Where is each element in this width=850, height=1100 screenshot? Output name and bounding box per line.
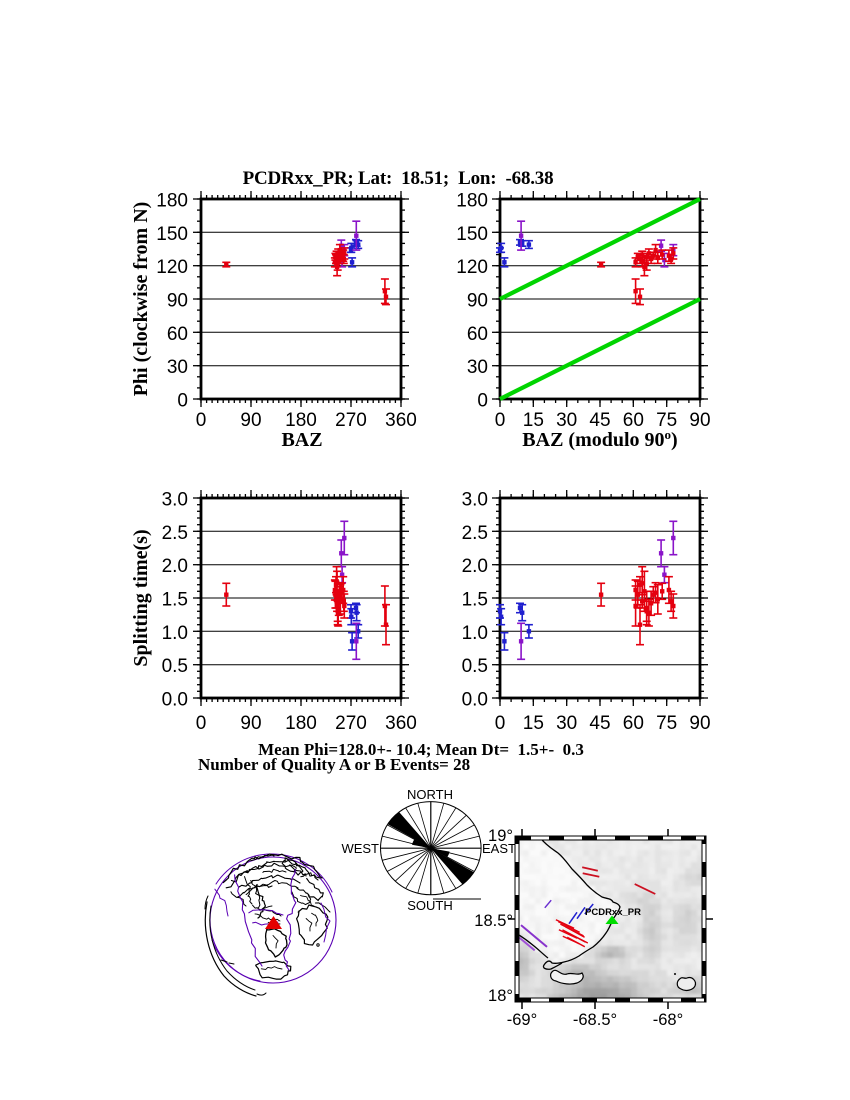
svg-text:120: 120 — [456, 257, 488, 278]
svg-text:18°: 18° — [488, 987, 513, 1005]
svg-text:60: 60 — [467, 324, 488, 345]
svg-text:2.0: 2.0 — [462, 556, 488, 577]
svg-text:180: 180 — [156, 191, 188, 212]
svg-text:2.5: 2.5 — [162, 523, 188, 544]
svg-text:30: 30 — [167, 357, 188, 378]
svg-text:90: 90 — [240, 410, 261, 431]
svg-text:270: 270 — [335, 410, 367, 431]
svg-text:150: 150 — [456, 224, 488, 245]
svg-text:PCDRxx_PR: PCDRxx_PR — [585, 907, 641, 918]
svg-text:150: 150 — [156, 224, 188, 245]
svg-text:90: 90 — [167, 291, 188, 312]
svg-text:0.5: 0.5 — [162, 656, 188, 677]
svg-text:45: 45 — [589, 713, 610, 734]
svg-text:180: 180 — [456, 191, 488, 212]
svg-text:1.5: 1.5 — [162, 590, 188, 611]
svg-text:Number of Quality A or B Event: Number of Quality A or B Events= 28 — [198, 755, 470, 774]
svg-text:19°: 19° — [488, 827, 513, 845]
svg-text:18.5°: 18.5° — [474, 912, 513, 930]
svg-text:90: 90 — [240, 713, 261, 734]
svg-text:75: 75 — [656, 410, 677, 431]
svg-text:0.0: 0.0 — [462, 690, 488, 711]
svg-text:180: 180 — [285, 713, 317, 734]
svg-text:EAST: EAST — [482, 841, 516, 856]
svg-text:0: 0 — [495, 410, 506, 431]
svg-text:180: 180 — [285, 410, 317, 431]
svg-text:Phi (clockwise from N): Phi (clockwise from N) — [130, 202, 152, 397]
svg-text:-69°: -69° — [507, 1011, 537, 1029]
svg-text:15: 15 — [523, 410, 544, 431]
svg-text:3.0: 3.0 — [462, 490, 488, 511]
svg-text:270: 270 — [335, 713, 367, 734]
svg-text:90: 90 — [689, 410, 710, 431]
svg-text:SOUTH: SOUTH — [407, 898, 453, 913]
svg-text:PCDRxx_PR; Lat: 18.51; Lon:: PCDRxx_PR; Lat: 18.51; Lon: -68.38 — [243, 168, 554, 189]
svg-text:60: 60 — [167, 324, 188, 345]
svg-text:120: 120 — [156, 257, 188, 278]
svg-text:60: 60 — [623, 410, 644, 431]
svg-text:0: 0 — [477, 391, 488, 412]
svg-text:60: 60 — [623, 713, 644, 734]
svg-text:Splitting time(s): Splitting time(s) — [130, 529, 152, 666]
svg-text:2.5: 2.5 — [462, 523, 488, 544]
svg-text:1.0: 1.0 — [162, 623, 188, 644]
svg-text:360: 360 — [385, 410, 417, 431]
svg-text:NORTH: NORTH — [407, 787, 453, 802]
svg-text:45: 45 — [589, 410, 610, 431]
svg-text:Mean Phi=128.0+- 10.4; Mean Dt: Mean Phi=128.0+- 10.4; Mean Dt= 1.5+- 0.… — [258, 740, 584, 759]
svg-text:30: 30 — [556, 410, 577, 431]
svg-text:0.0: 0.0 — [162, 690, 188, 711]
svg-text:90: 90 — [467, 291, 488, 312]
svg-text:0: 0 — [196, 410, 207, 431]
svg-text:-68°: -68° — [653, 1011, 683, 1029]
svg-text:BAZ: BAZ — [281, 429, 322, 451]
svg-text:0: 0 — [196, 713, 207, 734]
svg-text:30: 30 — [556, 713, 577, 734]
svg-text:15: 15 — [523, 713, 544, 734]
svg-text:BAZ (modulo 90o): BAZ (modulo 90o) — [522, 427, 677, 451]
svg-text:90: 90 — [689, 713, 710, 734]
svg-text:0: 0 — [495, 713, 506, 734]
svg-text:75: 75 — [656, 713, 677, 734]
svg-text:3.0: 3.0 — [162, 490, 188, 511]
svg-text:WEST: WEST — [341, 841, 379, 856]
svg-text:0: 0 — [177, 391, 188, 412]
svg-text:0.5: 0.5 — [462, 656, 488, 677]
svg-text:30: 30 — [467, 357, 488, 378]
svg-text:2.0: 2.0 — [162, 556, 188, 577]
svg-text:-68.5°: -68.5° — [573, 1011, 617, 1029]
svg-text:360: 360 — [385, 713, 417, 734]
svg-text:1.0: 1.0 — [462, 623, 488, 644]
svg-text:1.5: 1.5 — [462, 590, 488, 611]
